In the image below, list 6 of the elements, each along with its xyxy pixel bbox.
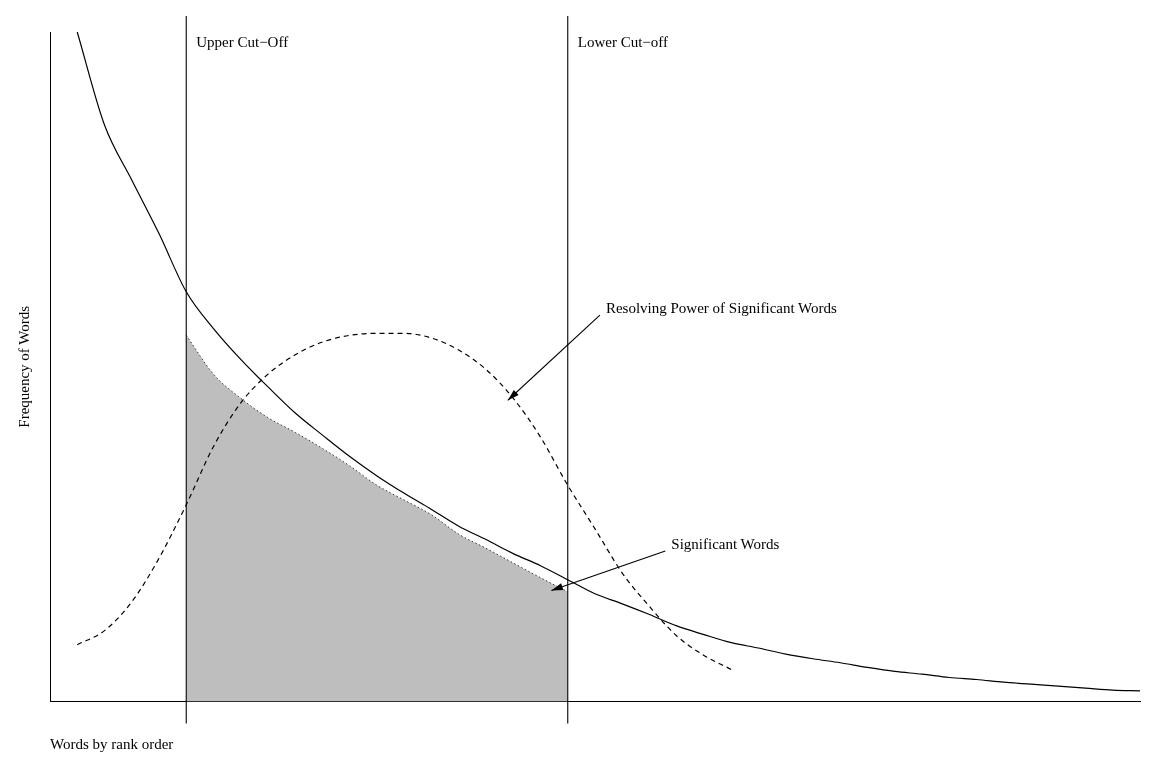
annotation: Resolving Power of Significant Words [605, 300, 838, 317]
annotation: Upper Cut−Off [196, 34, 289, 51]
annotation: Lower Cut−off [577, 34, 668, 51]
y-axis-title: Frequency of Words [15, 305, 32, 428]
annotation: Significant Words [671, 535, 780, 552]
x-axis-title: Words by rank order [50, 735, 174, 752]
